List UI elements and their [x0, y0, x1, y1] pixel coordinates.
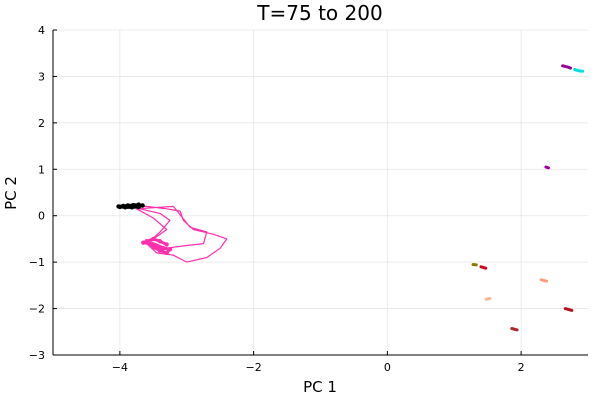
series-point: [154, 243, 159, 249]
series-point: [157, 248, 163, 253]
y-tick-label: 4: [38, 24, 45, 37]
series-point: [164, 242, 169, 247]
y-tick-label: 3: [38, 70, 45, 83]
y-tick-label: −3: [29, 349, 45, 362]
series-trail-line: [573, 68, 585, 73]
series-point: [140, 203, 145, 208]
plot-marks: [116, 64, 585, 332]
series-point: [141, 240, 146, 245]
tick-labels: −4 −2 0 2 −3 −2 −1 0 1 2 3 4: [29, 24, 525, 374]
series-point: [147, 241, 153, 246]
series-point: [161, 246, 166, 251]
grid: [53, 29, 588, 356]
series-point: [151, 236, 156, 242]
x-tick-label: 2: [518, 361, 525, 374]
y-tick-label: 0: [38, 210, 45, 223]
chart-title: T=75 to 200: [256, 1, 382, 25]
series-trail-line: [563, 307, 574, 312]
series-trail-line: [539, 278, 548, 283]
series-trail-line: [544, 165, 550, 170]
series-loop-line: [125, 205, 228, 263]
series-trail-line: [561, 64, 573, 70]
y-tick-label: 2: [38, 117, 45, 130]
series-point: [157, 239, 163, 244]
y-tick-label: −2: [29, 303, 45, 316]
series-point: [136, 204, 141, 210]
plot-frame: [52, 29, 588, 356]
series-point: [151, 245, 156, 250]
series-trail-line: [479, 265, 488, 270]
series-point: [167, 246, 173, 252]
series-trail-line: [510, 327, 519, 332]
series-trail-line: [484, 296, 492, 301]
x-axis-label: PC 1: [303, 378, 337, 396]
x-tick-label: −4: [112, 361, 128, 374]
series-point: [129, 205, 135, 210]
x-tick-label: 0: [384, 361, 391, 374]
x-tick-label: −2: [246, 361, 262, 374]
series-point: [144, 239, 149, 244]
y-tick-label: −1: [29, 256, 45, 269]
series-point: [117, 204, 123, 210]
series-point: [164, 250, 169, 256]
series-point: [123, 205, 128, 210]
y-tick-label: 1: [38, 163, 45, 176]
y-axis-label: PC 2: [2, 176, 20, 210]
